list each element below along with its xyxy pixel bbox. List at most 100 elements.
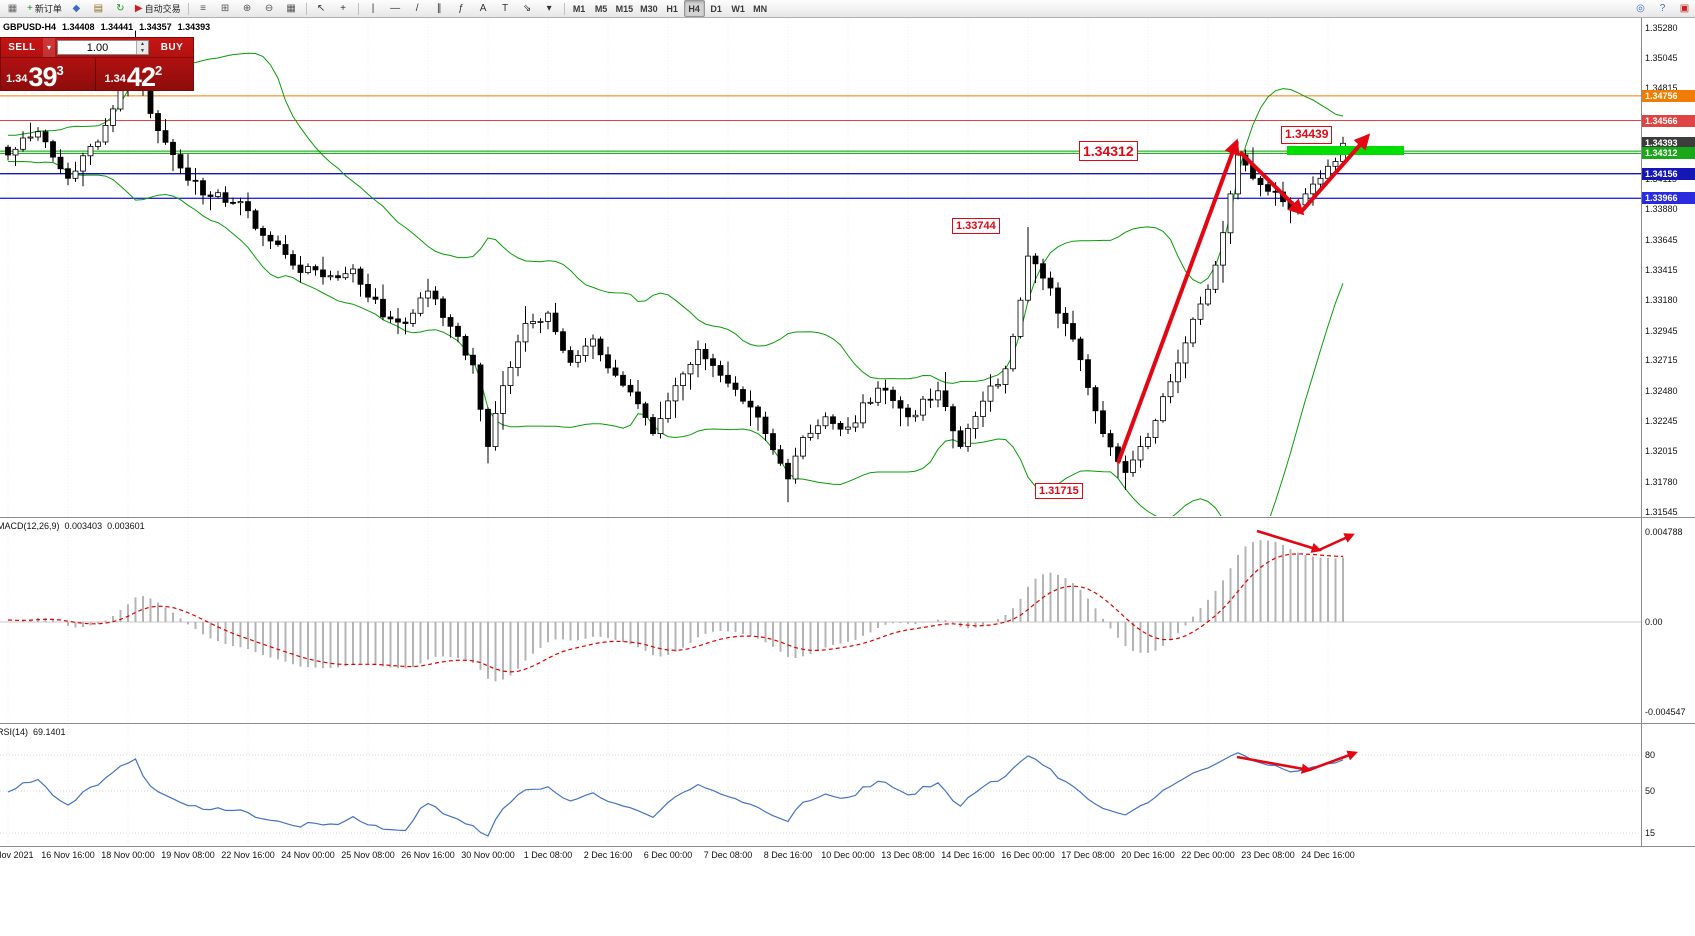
- sell-price[interactable]: 1.34 39 3: [1, 58, 95, 91]
- time-axis-label[interactable]: 30 Nov 00:00: [461, 850, 515, 860]
- time-axis-label[interactable]: 10 Dec 00:00: [821, 850, 875, 860]
- timeframe-m15[interactable]: M15: [613, 0, 637, 17]
- label-icon[interactable]: T: [495, 0, 516, 17]
- price-annotation[interactable]: 1.34312: [1079, 141, 1138, 162]
- time-axis-label[interactable]: 17 Dec 08:00: [1061, 850, 1115, 860]
- time-axis-label[interactable]: 22 Nov 16:00: [221, 850, 275, 860]
- volume-stepper[interactable]: ▲ ▼: [136, 41, 148, 54]
- order-type-dropdown-icon[interactable]: ▾: [43, 38, 55, 57]
- time-axis-label[interactable]: 14 Dec 16:00: [941, 850, 995, 860]
- price-axis-label[interactable]: 1.31545: [1645, 507, 1678, 517]
- time-axis-label[interactable]: 16 Nov 16:00: [41, 850, 95, 860]
- time-axis-label[interactable]: 25 Nov 08:00: [341, 850, 395, 860]
- trend-arrows-macd[interactable]: [1256, 529, 1355, 553]
- time-axis-label[interactable]: 7 Dec 08:00: [703, 850, 753, 860]
- new-order-button[interactable]: + 新订单: [24, 0, 65, 17]
- zoom-out-icon[interactable]: ⊖: [259, 0, 280, 17]
- price-annotation[interactable]: 1.34439: [1281, 126, 1333, 144]
- trend-arrows-main[interactable]: [1116, 133, 1371, 464]
- time-axis-label[interactable]: 13 Dec 08:00: [881, 850, 935, 860]
- objects-list-icon[interactable]: ⊞: [215, 0, 236, 17]
- cursor-icon[interactable]: ↖: [311, 0, 332, 17]
- price-axis-label[interactable]: 1.33645: [1645, 235, 1678, 245]
- crosshair-icon[interactable]: +: [333, 0, 354, 17]
- price-axis-label[interactable]: 1.33415: [1645, 265, 1678, 275]
- channel-icon[interactable]: ∥: [429, 0, 450, 17]
- price-annotation[interactable]: 1.31715: [1035, 483, 1083, 500]
- price-axis-label[interactable]: 1.35280: [1645, 23, 1678, 33]
- autotrading-button[interactable]: ▶ 自动交易: [132, 0, 184, 17]
- price-axis-label[interactable]: 1.31780: [1645, 477, 1678, 487]
- time-axis-label[interactable]: 26 Nov 16:00: [401, 850, 455, 860]
- timeframe-mn[interactable]: MN: [750, 0, 771, 17]
- time-axis-label[interactable]: 23 Dec 08:00: [1241, 850, 1295, 860]
- refresh-icon[interactable]: ↻: [110, 0, 131, 17]
- tile-windows-icon: ▦: [286, 2, 296, 14]
- label-icon: T: [502, 2, 509, 14]
- timeframe-m5[interactable]: M5: [591, 0, 612, 17]
- time-axis-label[interactable]: 20 Dec 16:00: [1121, 850, 1175, 860]
- time-axis-label[interactable]: 8 Dec 16:00: [763, 850, 813, 860]
- price-axis-label[interactable]: 1.34815: [1645, 83, 1678, 93]
- time-axis-label[interactable]: 24 Dec 16:00: [1301, 850, 1355, 860]
- volume-input[interactable]: [58, 41, 148, 54]
- panel-separators[interactable]: [0, 18, 1695, 847]
- zoom-in-icon[interactable]: ⊕: [237, 0, 258, 17]
- time-axis-label[interactable]: 6 Dec 00:00: [643, 850, 693, 860]
- time-axis-label[interactable]: 19 Nov 08:00: [161, 850, 215, 860]
- time-axis-label[interactable]: 16 Dec 00:00: [1001, 850, 1055, 860]
- price-axis-label[interactable]: 1.33180: [1645, 295, 1678, 305]
- price-annotation[interactable]: 1.33744: [952, 218, 1000, 235]
- timeframe-h4-label: H4: [688, 3, 700, 14]
- time-axis-label[interactable]: 22 Dec 00:00: [1181, 850, 1235, 860]
- fibonacci-icon[interactable]: ƒ: [451, 0, 472, 17]
- time-axis-label[interactable]: 24 Nov 00:00: [281, 850, 335, 860]
- time-axis-label[interactable]: 1 Dec 08:00: [523, 850, 573, 860]
- sell-button[interactable]: SELL: [8, 42, 36, 53]
- trend-arrows-rsi[interactable]: [1236, 750, 1358, 774]
- search-icon[interactable]: ◎: [1630, 0, 1651, 17]
- time-axis-label[interactable]: 18 Nov 00:00: [101, 850, 155, 860]
- data-window-icon[interactable]: ▤: [88, 0, 109, 17]
- volume-up-icon[interactable]: ▲: [137, 41, 148, 48]
- time-axis-label[interactable]: 2 Dec 16:00: [583, 850, 633, 860]
- highlight-zone[interactable]: [1287, 146, 1404, 155]
- text-icon[interactable]: A: [473, 0, 494, 17]
- timeframe-m1[interactable]: M1: [569, 0, 590, 17]
- horizontal-line-icon[interactable]: —: [385, 0, 406, 17]
- arrows-tool-icon[interactable]: ⇘: [517, 0, 538, 17]
- text-icon: A: [479, 2, 487, 14]
- timeframe-m30[interactable]: M30: [637, 0, 661, 17]
- volume-down-icon[interactable]: ▼: [137, 47, 148, 54]
- time-axis-label[interactable]: 15 Nov 2021: [0, 850, 34, 860]
- vertical-line-icon[interactable]: |: [363, 0, 384, 17]
- buy-button[interactable]: BUY: [160, 42, 184, 53]
- horizontal-price-lines[interactable]: [0, 95, 1641, 200]
- price-axis-label[interactable]: 1.35045: [1645, 53, 1678, 63]
- price-axis-label[interactable]: 1.33880: [1645, 204, 1678, 214]
- price-axis-label[interactable]: 1.32015: [1645, 446, 1678, 456]
- rsi-line: [7, 752, 1344, 837]
- price-axis-label[interactable]: 1.32480: [1645, 386, 1678, 396]
- price-axis-label[interactable]: 1.32945: [1645, 326, 1678, 336]
- chart-window-icon[interactable]: ▦: [2, 0, 23, 17]
- volume-field[interactable]: ▲ ▼: [57, 40, 149, 55]
- tile-windows-icon[interactable]: ▦: [281, 0, 302, 17]
- price-axis-label[interactable]: 1.32715: [1645, 355, 1678, 365]
- timeframe-h4[interactable]: H4: [683, 0, 705, 17]
- alert-icon[interactable]: ▣: [1674, 0, 1695, 17]
- timeframe-w1[interactable]: W1: [728, 0, 749, 17]
- zoom-out-icon: ⊖: [264, 2, 274, 14]
- timeframe-d1-label: D1: [710, 3, 722, 14]
- help-icon[interactable]: ?: [1652, 0, 1673, 17]
- indicator-list-icon[interactable]: ≡: [193, 0, 214, 17]
- price-axis-label[interactable]: 1.32245: [1645, 416, 1678, 426]
- buy-price[interactable]: 1.34 42 2: [94, 58, 194, 91]
- timeframe-h1[interactable]: H1: [662, 0, 683, 17]
- shapes-dropdown-icon[interactable]: ▾: [539, 0, 560, 17]
- new-order-button-icon: +: [27, 2, 33, 14]
- trendline-icon[interactable]: /: [407, 0, 428, 17]
- market-watch-icon[interactable]: ◆: [66, 0, 87, 17]
- timeframe-d1[interactable]: D1: [706, 0, 727, 17]
